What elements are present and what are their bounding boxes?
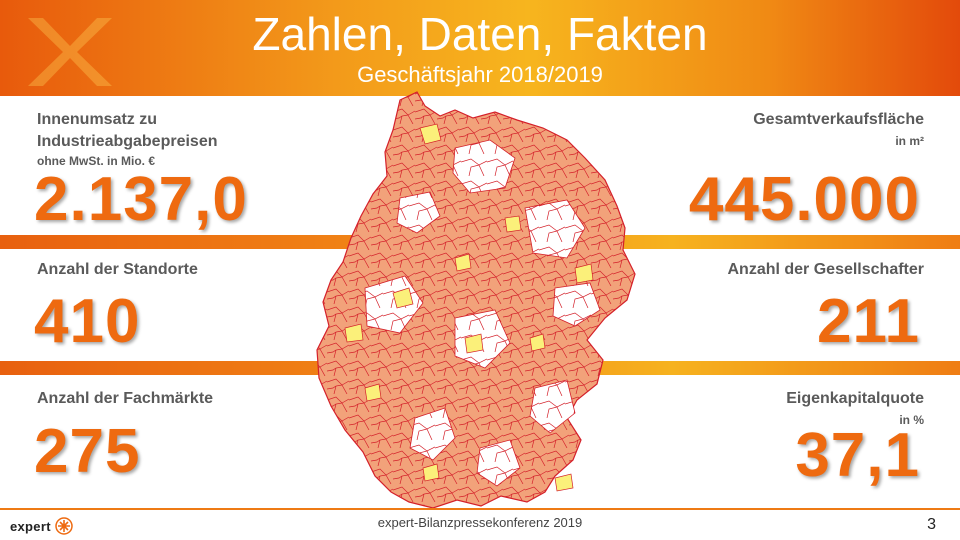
title-banner: Zahlen, Daten, Fakten Geschäftsjahr 2018… [0, 0, 960, 96]
page-title: Zahlen, Daten, Fakten [252, 8, 708, 60]
germany-districts-map [316, 91, 636, 509]
innenumsatz-label-line2: Industrieabgabepreisen [37, 133, 218, 150]
standorte-value: 410 [34, 287, 141, 356]
decorative-x-icon [28, 18, 112, 86]
logo-text: expert [10, 518, 51, 534]
yellow-districts [344, 123, 594, 492]
verkaufsflaeche-label: Gesamtverkaufsfläche [753, 111, 924, 128]
innenumsatz-sublabel: ohne MwSt. in Mio. € [37, 154, 155, 168]
conference-name: expert-Bilanzpressekonferenz 2019 [377, 515, 583, 530]
fachmaerkte-value: 275 [34, 417, 141, 486]
eigenkapital-label: Eigenkapitalquote [786, 390, 924, 407]
page-subtitle: Geschäftsjahr 2018/2019 [357, 62, 603, 87]
expert-star-icon [55, 517, 73, 535]
gesellschafter-value: 211 [816, 287, 920, 356]
footer-divider [0, 508, 960, 510]
gesellschafter-label: Anzahl der Gesellschafter [727, 261, 924, 278]
page-number: 3 [927, 516, 936, 533]
innenumsatz-value: 2.137,0 [34, 165, 248, 234]
verkaufsflaeche-value: 445.000 [688, 165, 920, 234]
fachmaerkte-label: Anzahl der Fachmärkte [37, 390, 214, 407]
verkaufsflaeche-unit: in m² [895, 134, 924, 148]
eigenkapital-unit: in % [899, 413, 924, 427]
standorte-label: Anzahl der Standorte [37, 261, 198, 278]
innenumsatz-label-line1: Innenumsatz zu [37, 111, 158, 128]
expert-logo: expert [10, 517, 73, 535]
eigenkapital-value: 37,1 [795, 421, 920, 490]
